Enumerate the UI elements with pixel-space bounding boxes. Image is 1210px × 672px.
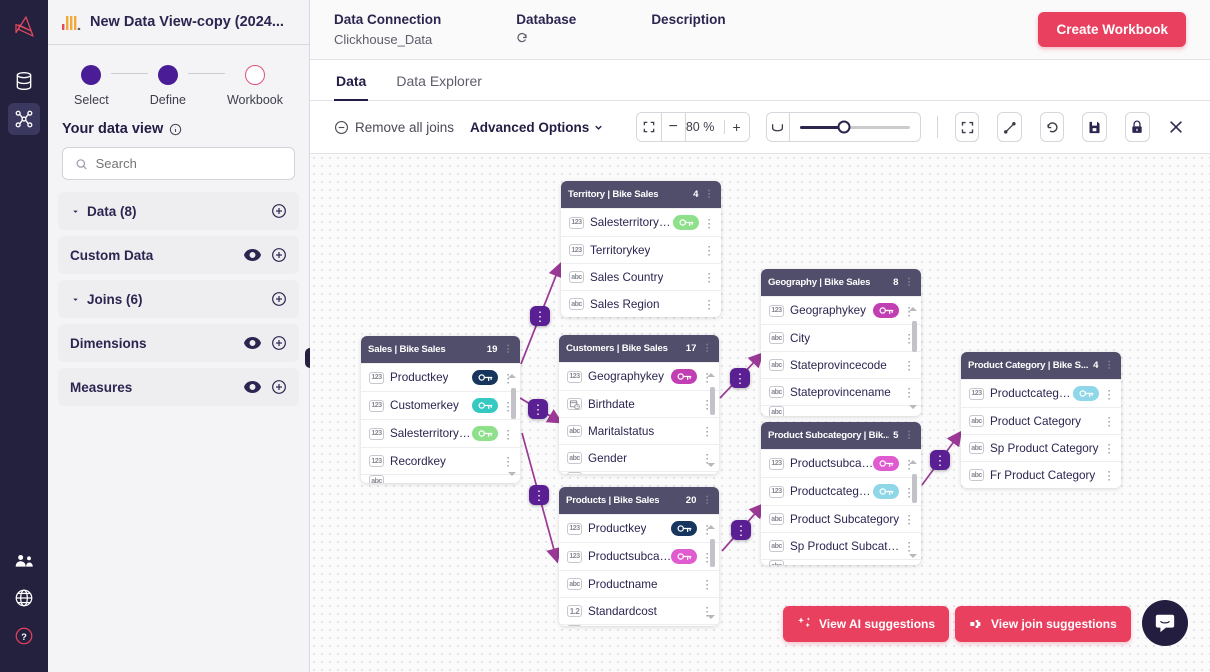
svg-text:?: ? <box>21 632 27 642</box>
